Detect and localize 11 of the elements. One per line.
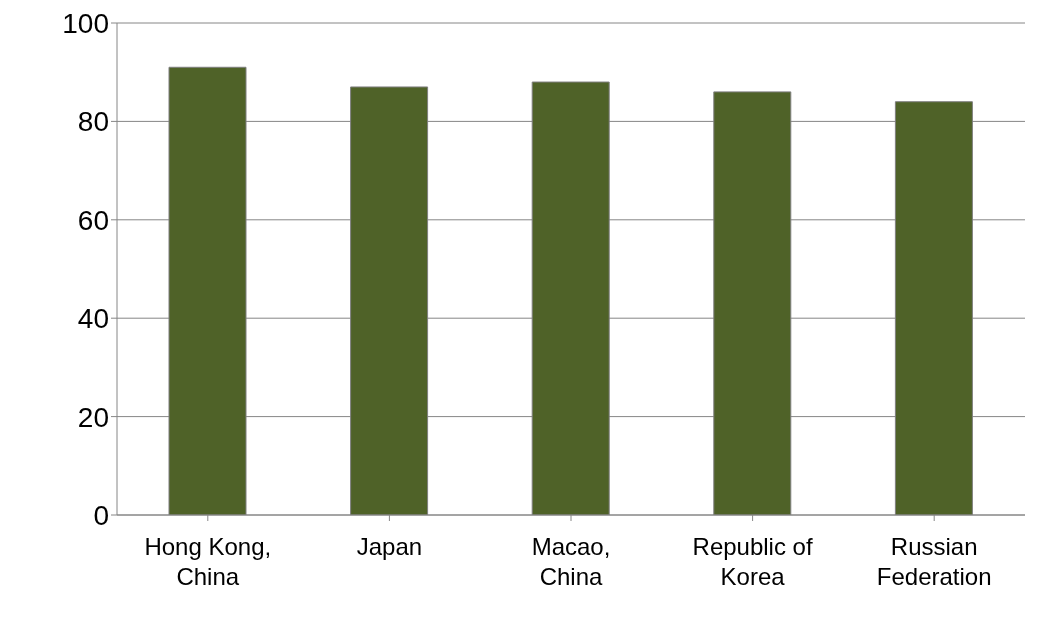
x-tick-label: Hong Kong, China	[144, 533, 272, 590]
y-tick-label: 40	[77, 303, 109, 335]
x-tick-label: Russian Federation	[876, 533, 992, 590]
y-tick-label: 20	[77, 401, 109, 433]
x-tick-label: Republic of Korea	[692, 533, 813, 590]
y-tick-label: 0	[93, 499, 109, 531]
x-tick-label: Macao, China	[531, 533, 611, 590]
y-tick-label: 100	[62, 7, 109, 39]
x-tick-label: Japan	[356, 533, 423, 560]
y-tick-label: 60	[77, 204, 109, 236]
y-tick-label: 80	[77, 106, 109, 138]
